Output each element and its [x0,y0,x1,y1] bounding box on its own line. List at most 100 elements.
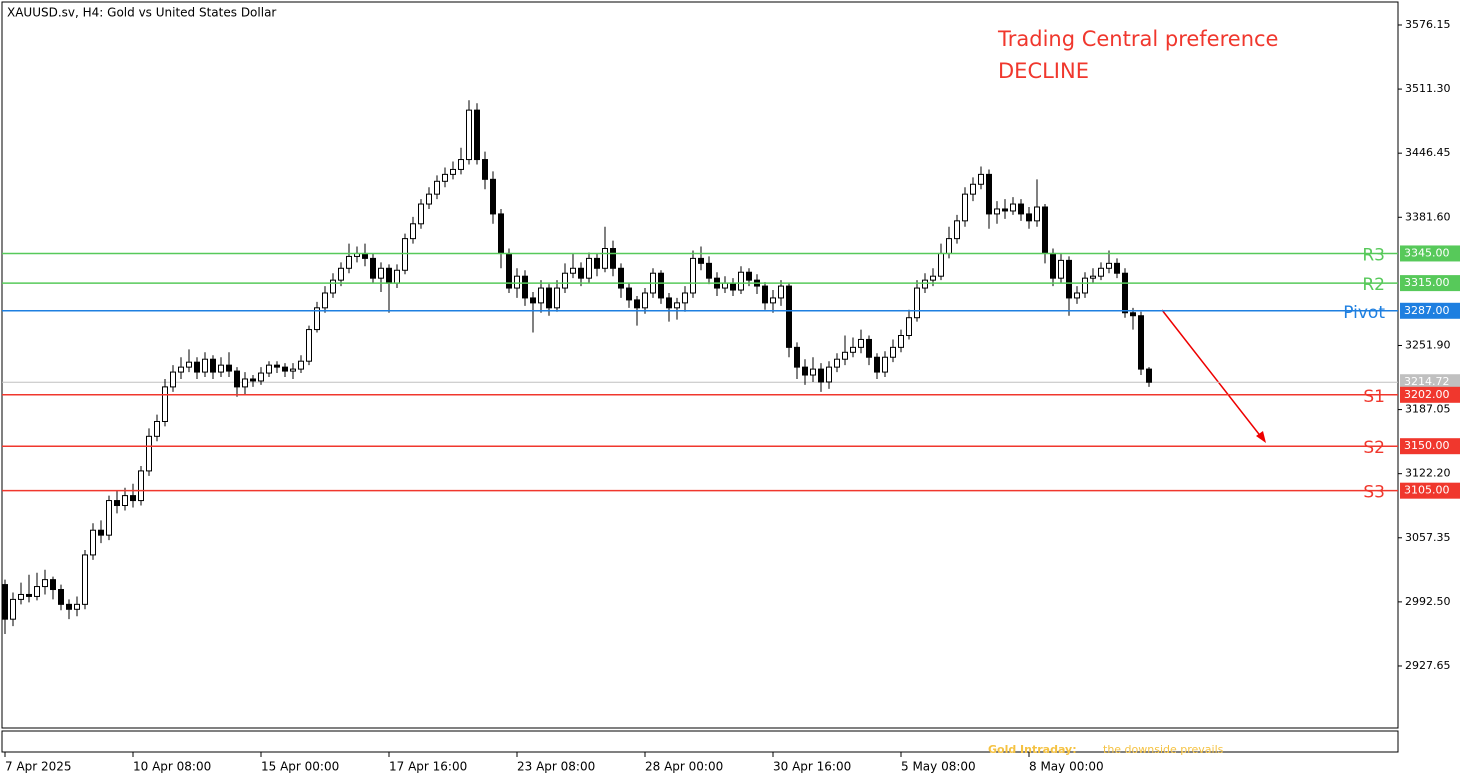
candle-body [538,287,544,304]
candle-body [874,356,880,373]
x-tick-label: 7 Apr 2025 [5,760,72,774]
candle-body [210,358,216,373]
candle-body [938,252,944,277]
candle-body [122,495,128,507]
candle-body [1146,368,1152,383]
candle-body [738,271,744,291]
candle-body [106,500,112,536]
candle-body [74,603,80,610]
candle-body [770,297,776,304]
candle-body [690,257,696,294]
candle-body [850,346,856,353]
candle-body [906,317,912,336]
y-tick-label: 3381.60 [1405,210,1451,223]
annotation: Trading Central preference [997,27,1278,51]
candle-body [1042,206,1048,254]
candle-body [954,220,960,240]
candle-body [474,109,480,161]
candle-body [626,287,632,301]
candle-body [234,370,240,388]
chart-title: XAUUSD.sv, H4: Gold vs United States Dol… [7,6,276,20]
candle-body [946,238,952,254]
candle-body [514,275,520,289]
candle-body [746,271,752,281]
candle-body [146,435,152,472]
candle-body [370,257,376,279]
candle-body [794,346,800,368]
arrow [1161,309,1263,439]
candle-body [410,223,416,240]
candle-body [226,364,232,372]
candle-body [242,378,248,388]
level-box [1400,245,1460,262]
candle-body [1050,252,1056,279]
y-tick-label: 3122.20 [1405,467,1451,480]
candle-body [458,159,464,170]
candle-body [1122,272,1128,314]
candle-body [26,593,32,597]
footer-label: Gold Intraday: [988,743,1077,756]
candle-body [218,364,224,373]
x-tick-label: 5 May 08:00 [901,760,976,774]
candle-body [762,285,768,304]
level-name: S2 [1363,438,1385,458]
level-box [1400,438,1460,455]
candle-body [594,257,600,269]
candle-body [826,366,832,383]
candle-body [282,366,288,372]
level-box [1400,275,1460,292]
candle-body [994,208,1000,215]
candle-body [258,372,264,382]
footer-text: the downside prevails [1103,743,1224,756]
candle-body [554,287,560,309]
last-price-box [1400,374,1460,391]
candle-body [202,358,208,373]
candle-body [34,586,40,597]
candle-body [338,267,344,281]
y-tick-label: 3057.35 [1405,531,1451,544]
candle-body [114,500,120,507]
level-name: Pivot [1343,303,1385,323]
candle-body [842,351,848,360]
candle-body [1002,208,1008,212]
candle-body [818,368,824,383]
candle-body [730,282,736,291]
candle-body [130,495,136,502]
candle-body [858,338,864,348]
candle-body [50,579,56,591]
x-tick-label: 17 Apr 16:00 [389,760,467,774]
candle-body [914,287,920,319]
x-tick-label: 23 Apr 08:00 [517,760,595,774]
candle-body [378,267,384,279]
candle-body [602,248,608,269]
candle-body [706,262,712,279]
arrow-head [1256,431,1266,443]
y-tick-label: 2927.65 [1405,659,1451,672]
candle-body [450,168,456,175]
candle-body [578,267,584,279]
candle-body [642,292,648,309]
candle-body [698,257,704,264]
candle-body [1090,275,1096,279]
level-label: 3150.00 [1404,439,1450,452]
candle-body [1026,213,1032,222]
candle-body [1130,312,1136,317]
candle-body [274,364,280,368]
candle-body [418,203,424,225]
candle-body [298,360,304,370]
candle-body [42,579,48,588]
candle-body [162,386,168,422]
candle-body [778,285,784,299]
candle-body [10,598,16,620]
x-tick-label: 28 Apr 00:00 [645,760,723,774]
candle-body [386,267,392,284]
candle-body [834,358,840,368]
level-name: S3 [1363,483,1385,503]
y-tick-label: 3187.05 [1405,403,1451,416]
y-tick-label: 3511.30 [1405,82,1451,95]
candle-body [866,338,872,358]
candle-body [346,255,352,269]
candle-body [18,593,24,600]
candle-body [154,420,160,437]
candle-body [570,267,576,274]
